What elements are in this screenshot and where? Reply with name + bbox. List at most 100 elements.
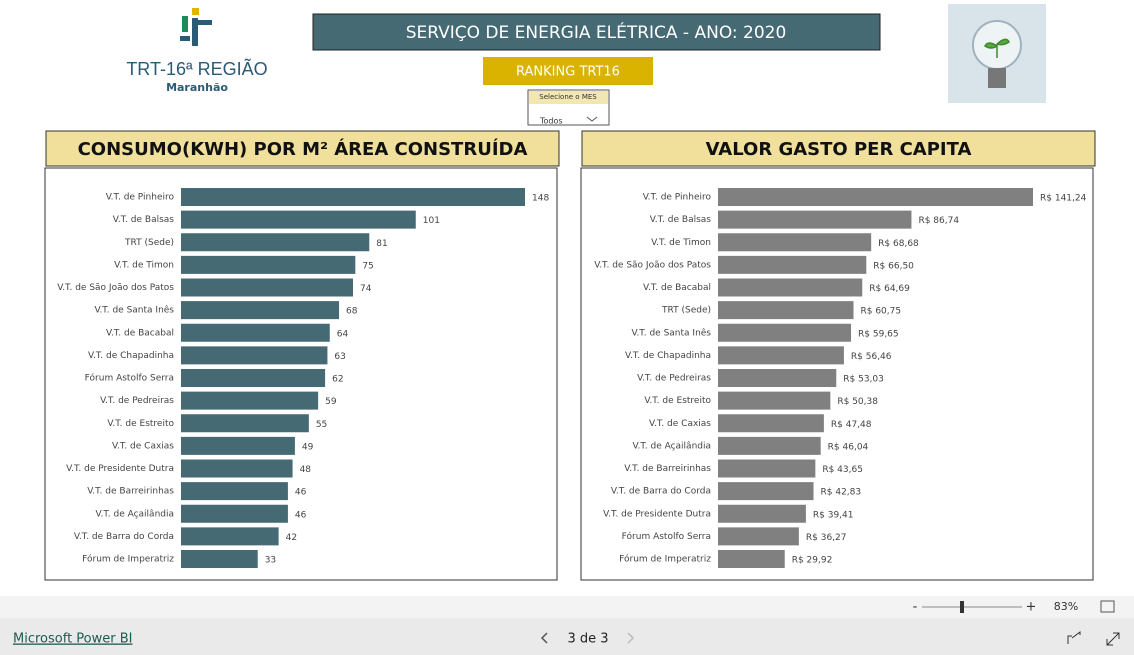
value-label: 49 (302, 442, 314, 452)
chart-header (45, 130, 560, 167)
value-label: 64 (337, 329, 349, 339)
value-label: 75 (362, 261, 373, 271)
value-label: R$ 43,65 (822, 465, 863, 475)
category-label: Fórum de Imperatriz (619, 554, 711, 565)
bar (181, 233, 370, 252)
category-label: Fórum de Imperatriz (82, 554, 174, 565)
category-label: Fórum Astolfo Serra (622, 531, 711, 542)
bar (181, 482, 288, 501)
category-label: V.T. de Caxias (649, 419, 711, 429)
value-label: R$ 53,03 (843, 375, 884, 385)
bar (181, 323, 330, 342)
bar (181, 369, 326, 387)
category-label: V.T. de Presidente Dutra (66, 464, 174, 474)
category-label: V.T. de Balsas (113, 215, 175, 225)
ranking-button[interactable] (483, 57, 653, 85)
bar (718, 233, 872, 252)
bar (718, 188, 1033, 206)
next-page[interactable] (627, 632, 635, 644)
value-label: R$ 42,83 (821, 488, 862, 498)
value-label: R$ 66,50 (873, 261, 914, 271)
slicer-value[interactable]: Todos (539, 117, 563, 126)
zoom-level: 83% (1054, 600, 1078, 613)
category-label: V.T. de Pedreiras (637, 374, 711, 384)
bar (718, 210, 912, 229)
category-label: V.T. de Bacabal (643, 283, 711, 293)
category-label: V.T. de Barra do Corda (611, 487, 711, 497)
logo-title: TRT-16ª REGIÃO (126, 58, 267, 79)
value-label: R$ 64,69 (869, 284, 910, 294)
zoom-out[interactable]: - (913, 600, 918, 615)
value-label: 101 (423, 216, 440, 226)
bar (718, 278, 863, 297)
bar (718, 527, 799, 546)
fullscreen-button[interactable] (1106, 632, 1120, 646)
logo-subtitle: Maranhão (166, 81, 228, 94)
category-label: V.T. de Pedreiras (100, 396, 174, 406)
category-label: V.T. de Santa Inês (631, 327, 711, 338)
value-label: R$ 86,74 (918, 216, 959, 226)
bar (181, 301, 340, 320)
bar (181, 459, 293, 478)
value-label: R$ 46,04 (828, 442, 869, 452)
bar (181, 391, 319, 410)
value-label: R$ 68,68 (878, 239, 919, 249)
category-label: TRT (Sede) (124, 238, 174, 248)
share-button[interactable] (1067, 631, 1081, 644)
bar (718, 255, 867, 274)
bar (718, 482, 814, 501)
fit-page[interactable] (1100, 600, 1115, 613)
charts: CONSUMO(KWH) POR M² ÁREA CONSTRUÍDA V.T. … (44, 130, 1096, 581)
bar (718, 369, 837, 387)
bar (181, 278, 353, 297)
zoom-thumb[interactable] (960, 601, 964, 613)
value-label: R$ 56,46 (851, 352, 892, 362)
chart-title: VALOR GASTO PER CAPITA (706, 139, 972, 160)
category-label: V.T. de Estreito (107, 419, 174, 429)
powerbi-link[interactable]: Microsoft Power BI (13, 632, 132, 647)
zoom-in[interactable]: + (1026, 600, 1037, 615)
bar (181, 188, 525, 206)
bar (181, 346, 328, 365)
chart-title: CONSUMO(KWH) POR M² ÁREA CONSTRUÍDA (78, 138, 528, 160)
prev-page[interactable] (540, 632, 548, 644)
bar (181, 550, 258, 568)
value-label: 62 (332, 375, 343, 385)
value-label: 63 (334, 352, 345, 362)
category-label: V.T. de São João dos Patos (57, 283, 174, 293)
logo: TRT-16ª REGIÃO Maranhão (126, 8, 268, 94)
ranking-button-label[interactable]: RANKING TRT16 (516, 65, 620, 80)
category-label: V.T. de São João dos Patos (594, 260, 711, 270)
value-label: 148 (532, 194, 549, 204)
category-label: V.T. de Açailândia (95, 509, 174, 519)
bar (181, 414, 309, 433)
bar (718, 504, 806, 523)
value-label: R$ 36,27 (806, 533, 847, 543)
bar (181, 527, 279, 546)
bar (718, 323, 852, 342)
category-label: TRT (Sede) (661, 306, 711, 316)
value-label: 33 (265, 556, 276, 566)
category-label: V.T. de Barreirinhas (624, 464, 711, 474)
category-label: V.T. de Chapadinha (625, 351, 711, 361)
category-label: V.T. de Santa Inês (94, 305, 174, 316)
bar (718, 301, 854, 320)
value-label: 46 (295, 510, 307, 520)
category-label: V.T. de Balsas (650, 215, 712, 225)
bar (718, 550, 785, 568)
value-label: 55 (316, 420, 327, 430)
bar (718, 346, 844, 365)
value-label: R$ 29,92 (792, 556, 833, 566)
bar (718, 414, 824, 433)
month-slicer[interactable]: Selecione o MES Todos (527, 89, 610, 126)
value-label: 74 (360, 284, 372, 294)
bar (718, 436, 821, 455)
value-label: R$ 39,41 (813, 510, 854, 520)
value-label: 81 (376, 239, 387, 249)
chart-header (581, 130, 1096, 167)
value-label: R$ 47,48 (831, 420, 872, 430)
bar (181, 255, 356, 274)
bar (718, 391, 831, 410)
bar (181, 210, 416, 229)
bar (718, 459, 816, 478)
